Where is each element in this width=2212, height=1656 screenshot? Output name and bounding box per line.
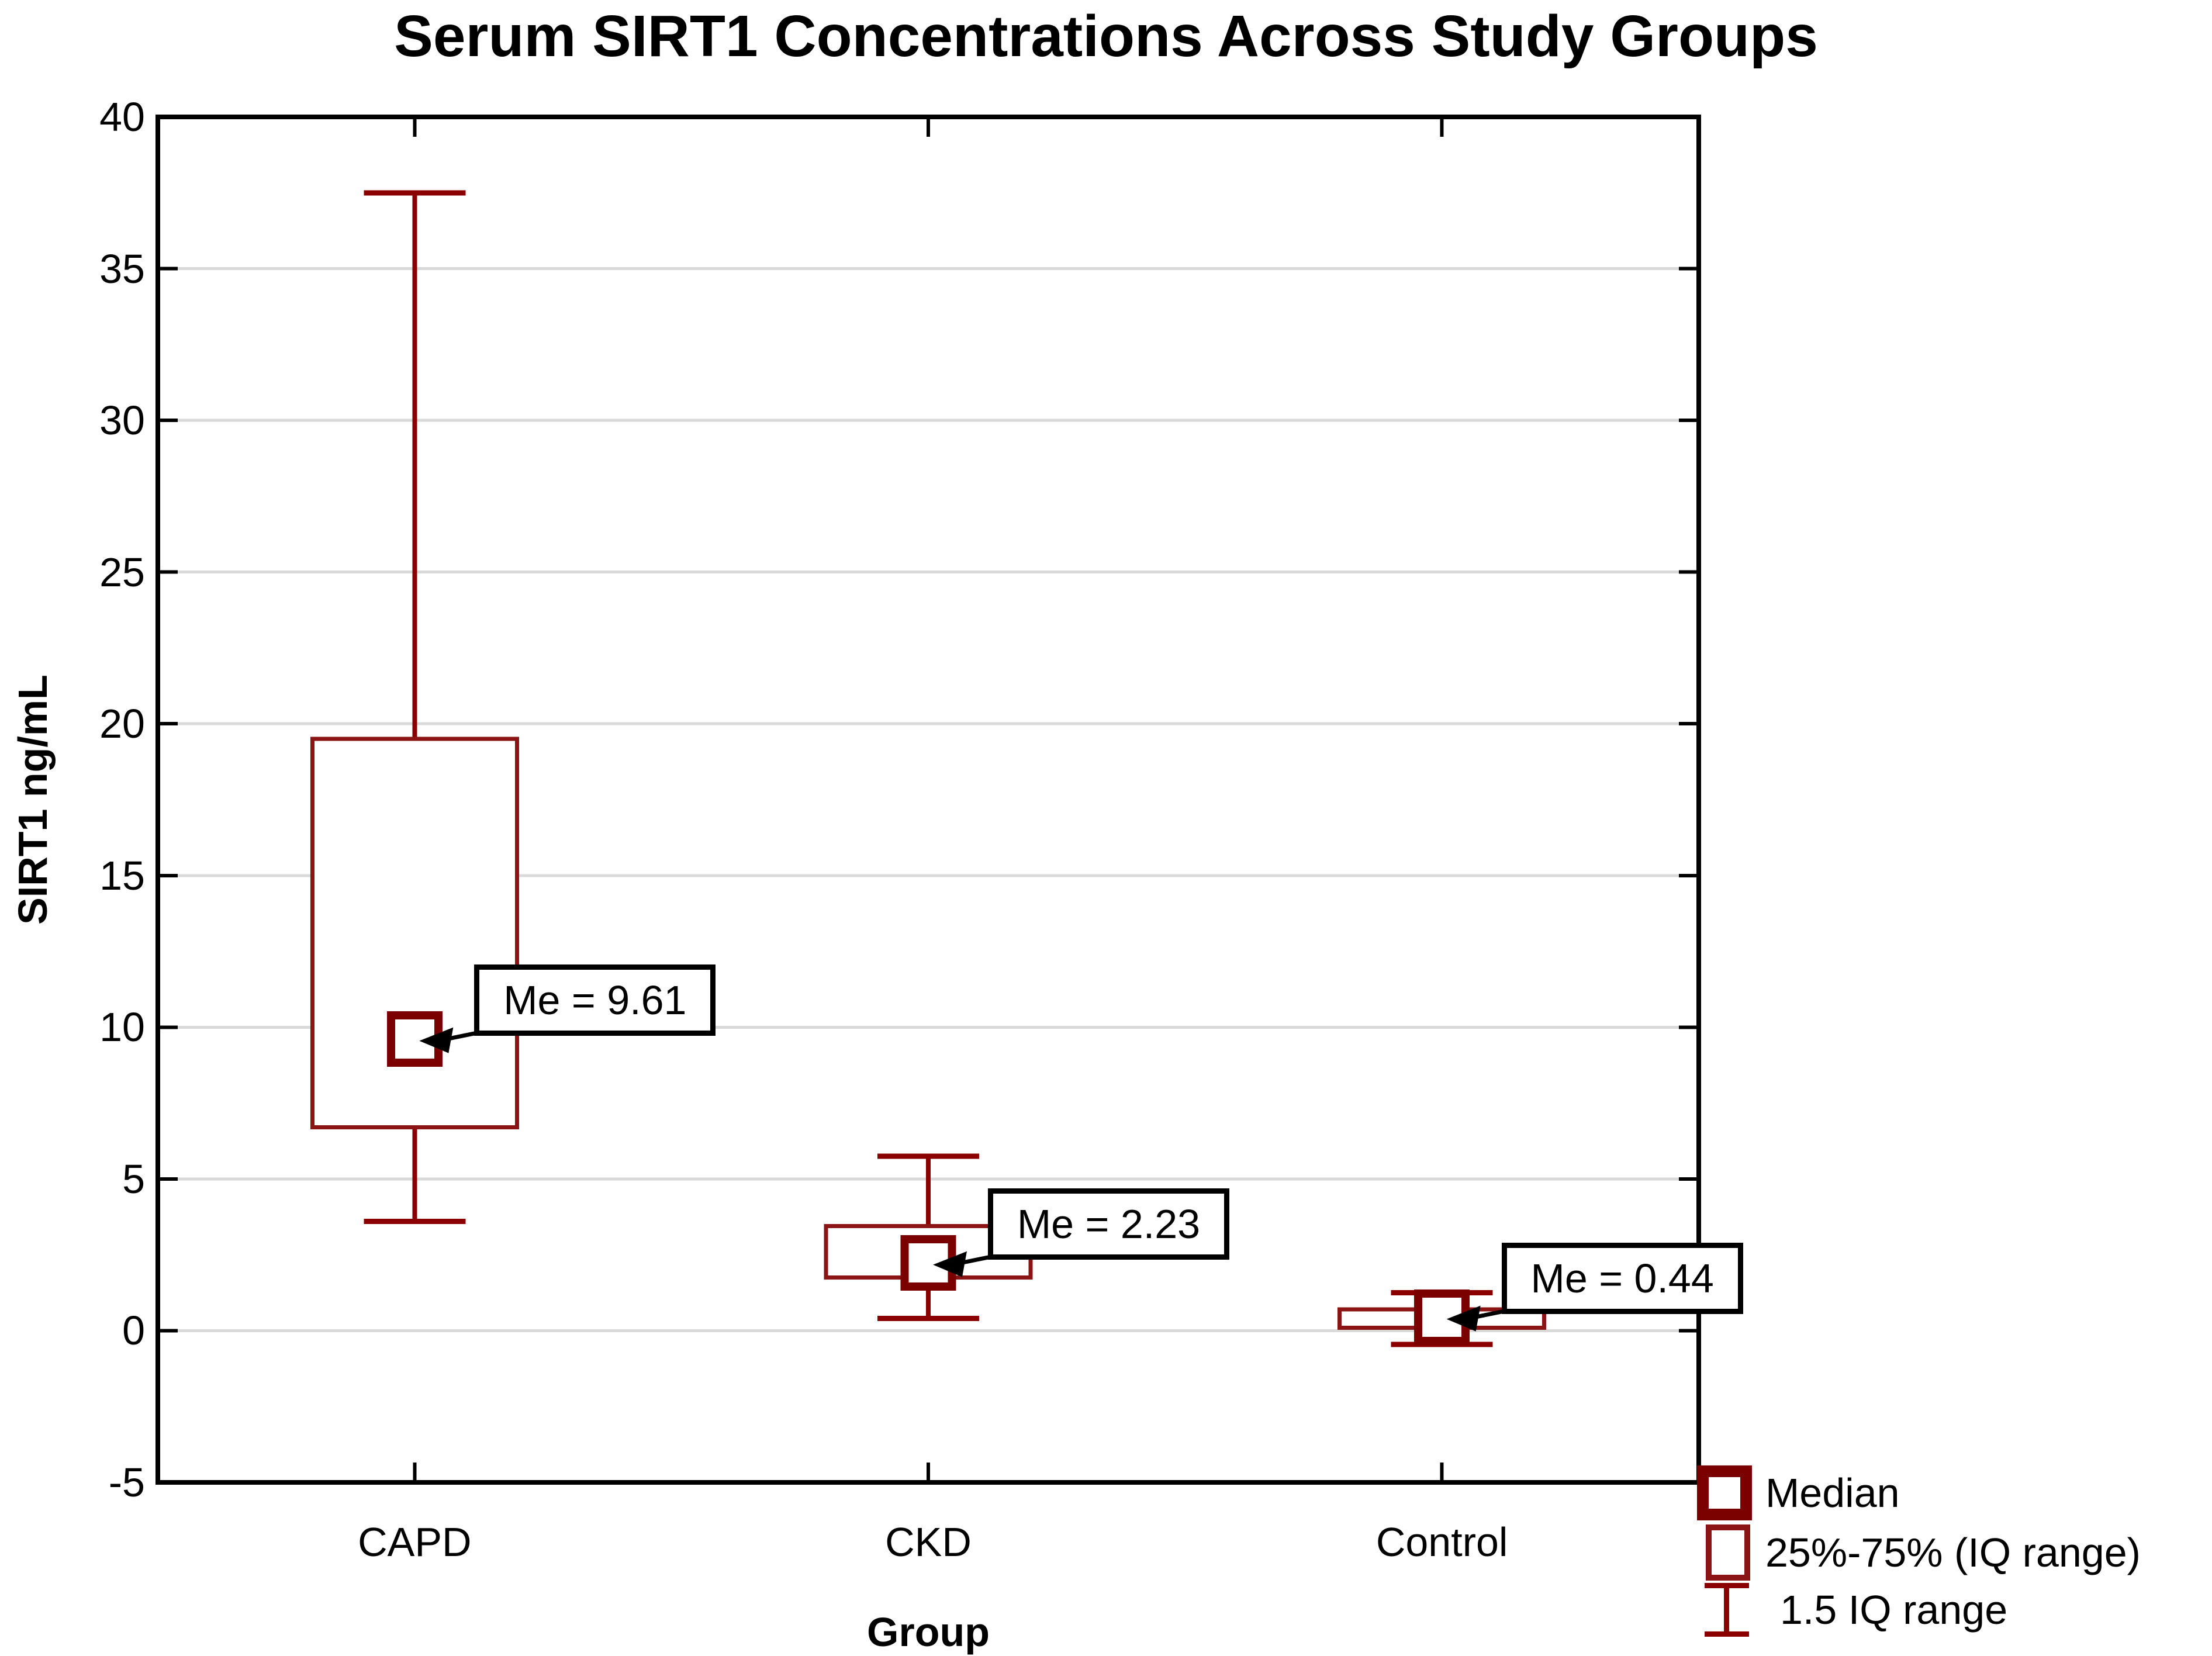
legend: Median 25%-75% (IQ range) 1.5 IQ range xyxy=(1697,1463,2211,1638)
median-square-icon xyxy=(1697,1465,1752,1520)
median-annotation-control: Me = 0.44 xyxy=(1501,1242,1743,1314)
median-annotation-ckd: Me = 2.23 xyxy=(988,1188,1229,1260)
iq-range-box-icon xyxy=(1706,1524,1750,1581)
control-annotation-arrow-head xyxy=(1446,1305,1481,1332)
x-tick-label-control: Control xyxy=(1375,1519,1508,1565)
whisker-range-icon xyxy=(1705,1583,1749,1637)
y-tick-label-0: 0 xyxy=(122,1308,145,1354)
legend-row-whisker: 1.5 IQ range xyxy=(1697,1582,2211,1638)
y-tick-label-15: 15 xyxy=(99,852,145,898)
legend-row-median: Median xyxy=(1697,1463,2211,1523)
median-annotation-capd: Me = 9.61 xyxy=(474,964,716,1036)
plot-frame xyxy=(155,115,1701,1485)
y-tick-label-25: 25 xyxy=(99,549,145,595)
y-tick-label-40: 40 xyxy=(99,94,145,140)
y-tick-label--5: -5 xyxy=(108,1460,145,1505)
legend-label-whisker: 1.5 IQ range xyxy=(1780,1587,2008,1633)
ckd-annotation-arrow-head xyxy=(933,1251,967,1277)
legend-label-median: Median xyxy=(1765,1470,1900,1516)
y-tick-label-35: 35 xyxy=(99,246,145,292)
x-tick-label-capd: CAPD xyxy=(358,1519,472,1565)
y-tick-label-20: 20 xyxy=(99,701,145,747)
x-axis-title: Group xyxy=(867,1609,990,1655)
legend-label-iq-range: 25%-75% (IQ range) xyxy=(1765,1530,2141,1575)
capd-annotation-arrow-head xyxy=(419,1027,454,1053)
y-tick-label-10: 10 xyxy=(99,1004,145,1050)
y-tick-label-30: 30 xyxy=(99,397,145,444)
y-tick-label-5: 5 xyxy=(122,1156,145,1202)
whisker-icon-line xyxy=(1724,1583,1729,1637)
whisker-icon-bottom-cap xyxy=(1705,1631,1749,1637)
chart-title: Serum SIRT1 Concentrations Across Study … xyxy=(394,4,1818,69)
legend-row-iq-range: 25%-75% (IQ range) xyxy=(1697,1523,2211,1582)
x-tick-label-ckd: CKD xyxy=(885,1519,972,1565)
